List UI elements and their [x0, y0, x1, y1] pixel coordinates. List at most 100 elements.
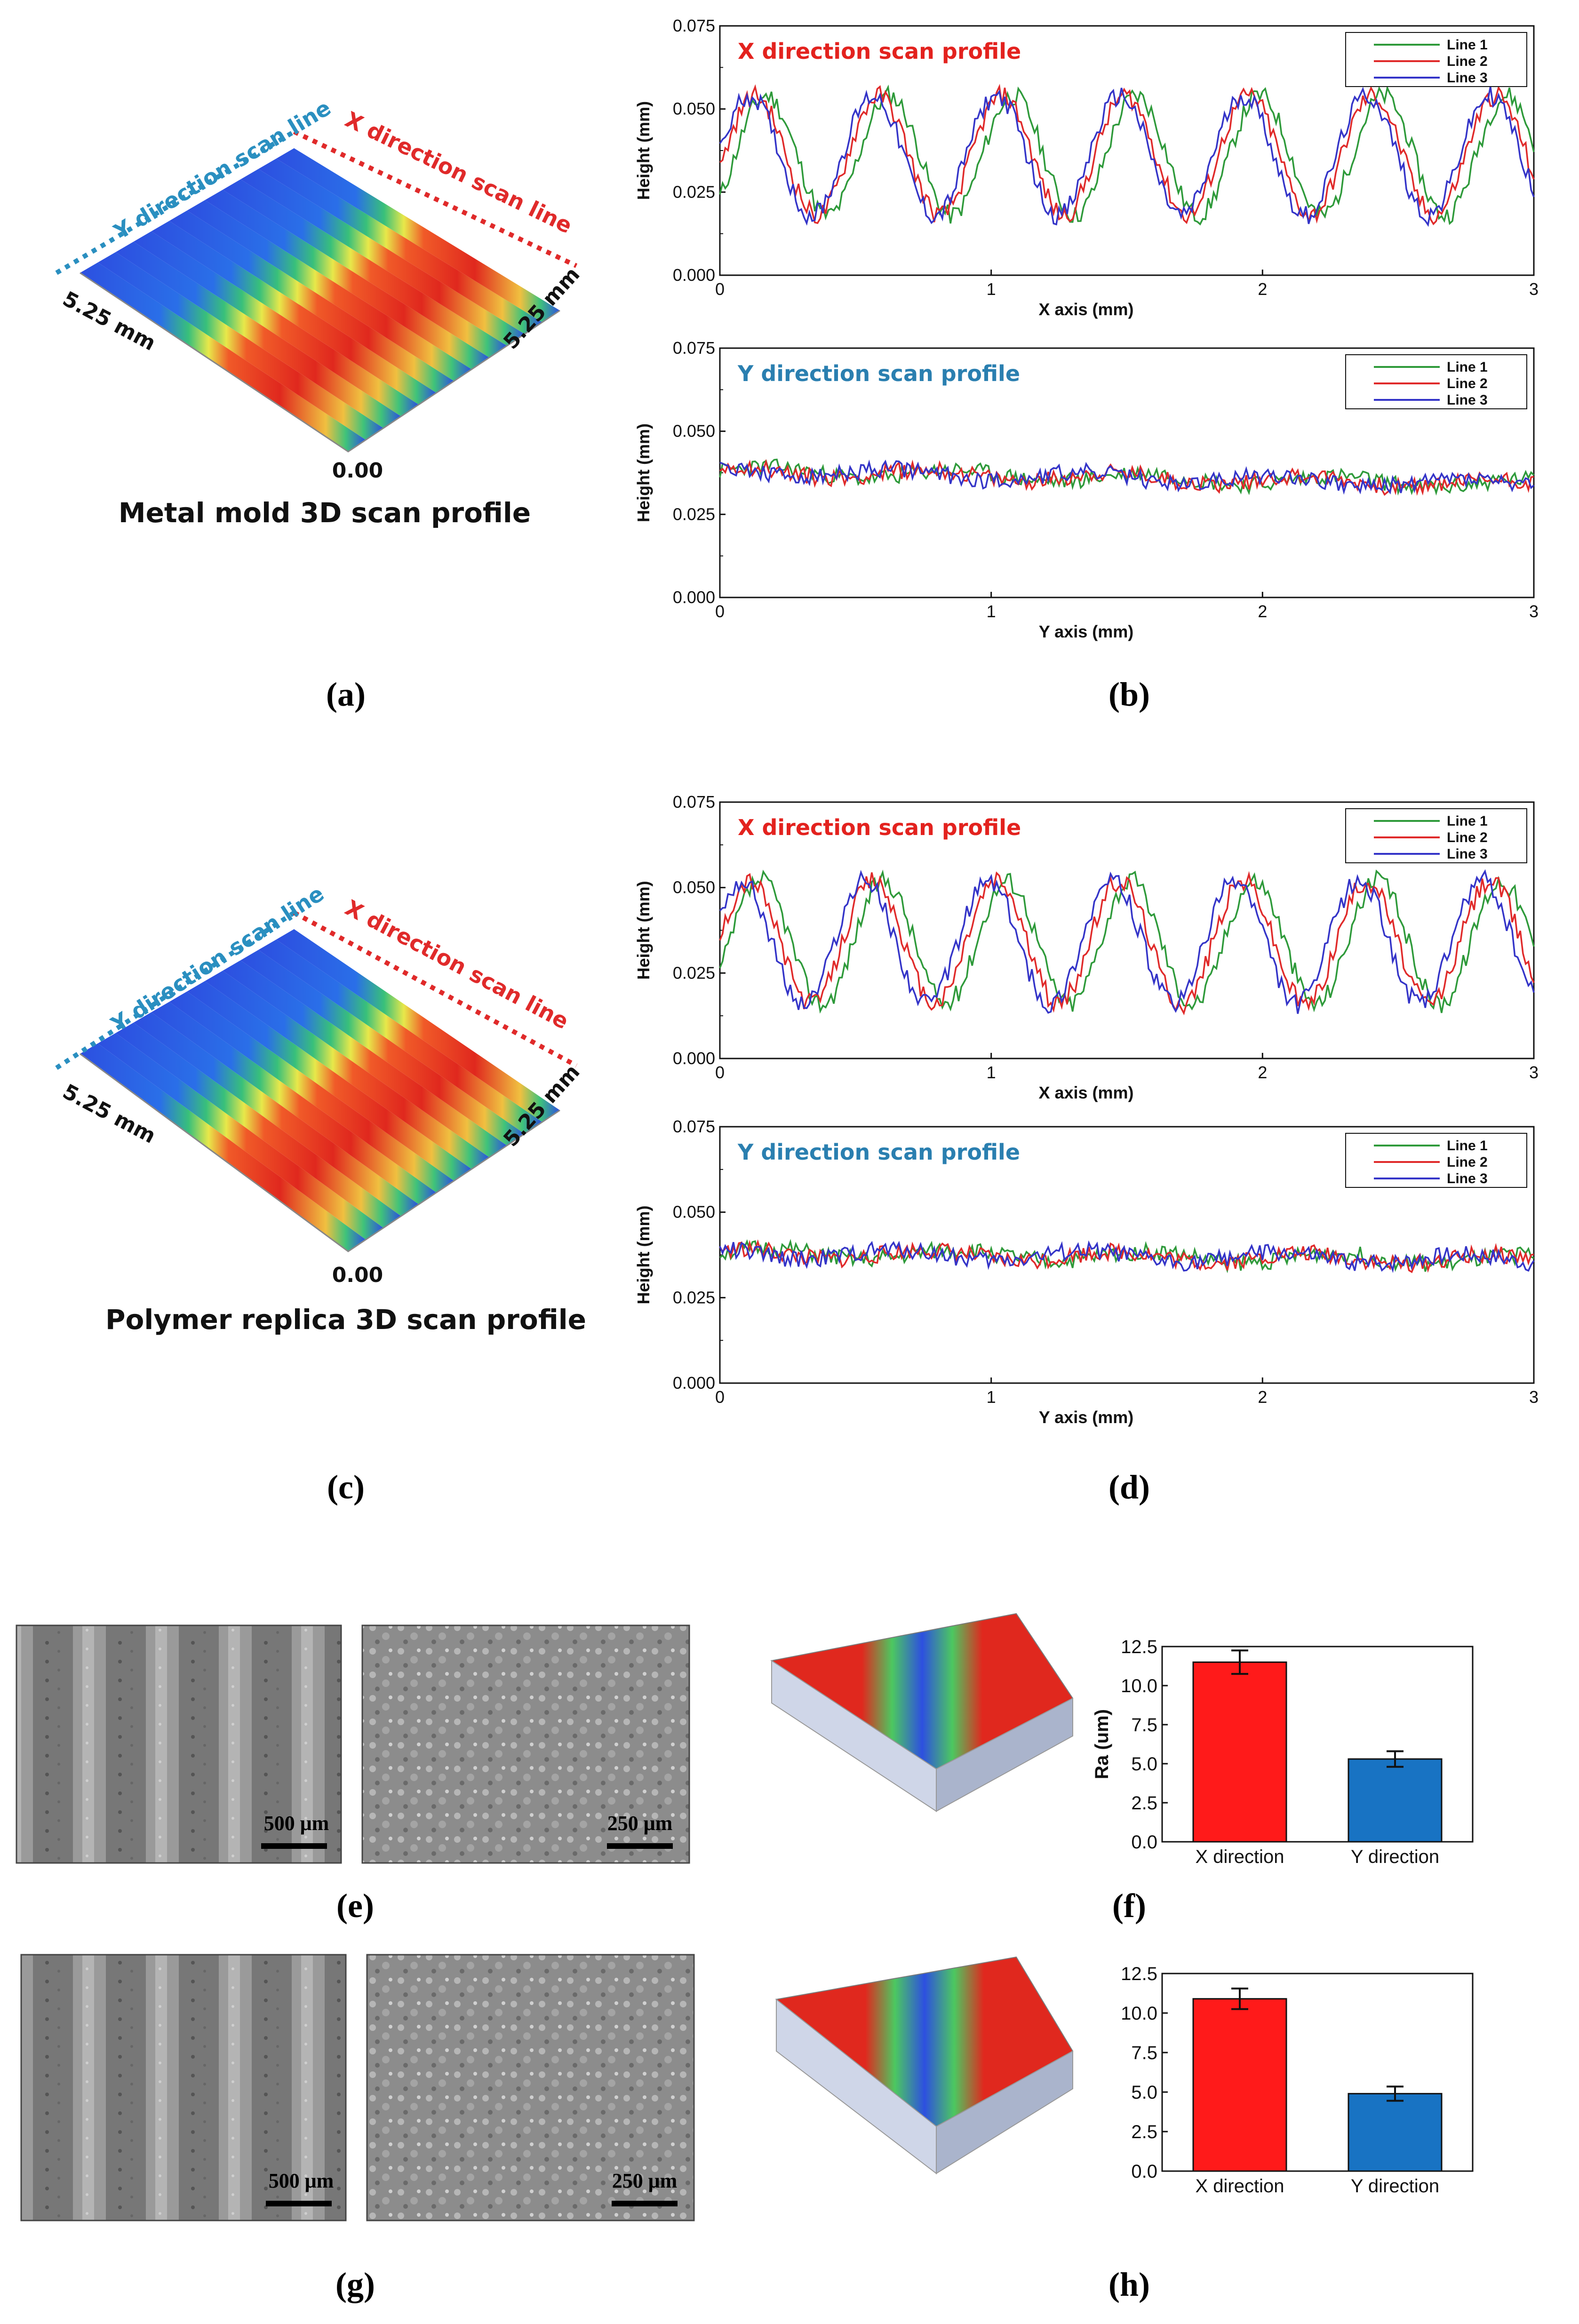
- scale-bar: [261, 1843, 327, 1849]
- y-axis-title: Height (mm): [634, 423, 653, 522]
- x-tick-label: 2: [1258, 602, 1267, 621]
- scale-bar-label: 250 μm: [607, 1812, 673, 1835]
- y-tick-label: 0.000: [673, 265, 715, 285]
- ridge-stripe: [258, 939, 542, 1134]
- chart-title: X direction scan profile: [738, 815, 1021, 840]
- y-axis-title: Height (mm): [634, 881, 653, 980]
- legend-label: Line 1: [1447, 1138, 1488, 1154]
- y-tick-label: 2.5: [1131, 1793, 1157, 1814]
- chart-title: X direction scan profile: [738, 39, 1021, 64]
- y-tick-label: 0.050: [673, 878, 715, 897]
- legend-label: Line 3: [1447, 1171, 1488, 1186]
- surface-edge: [80, 1053, 560, 1252]
- x-tick-label: 3: [1529, 279, 1539, 299]
- x-scan-line-marker: [293, 129, 578, 268]
- ridge-stripe: [187, 200, 472, 381]
- label-f: (f): [1112, 1887, 1146, 1925]
- y-tick-label: 5.0: [1131, 2082, 1157, 2103]
- y-tick-label: 5.0: [1131, 1754, 1157, 1775]
- legend-label: Line 3: [1447, 846, 1488, 862]
- chart-y-profile-polymer: 0.000 0.025 0.050 0.075 0 1 2 3 Y axis (mm) Heigh…: [634, 1117, 1539, 1427]
- legend-label: Line 2: [1447, 830, 1488, 845]
- legend-label: Line 2: [1447, 376, 1488, 391]
- y-tick-label: 0.075: [673, 792, 715, 812]
- sem-mold-high-mag: 250 μm: [361, 1624, 690, 1864]
- category-label: Y direction: [1351, 2176, 1439, 2197]
- legend-label: Line 2: [1447, 1154, 1488, 1170]
- y-axis-title: Height (mm): [634, 101, 653, 200]
- y-tick-label: 0.075: [673, 1117, 715, 1136]
- chart-y-profile-metal: 0.000 0.025 0.050 0.075 0 1 2 3 Y axis (mm) Heigh…: [634, 338, 1539, 641]
- surface-edge: [80, 272, 560, 453]
- x-tick-label: 0: [715, 602, 725, 621]
- x-tick-label: 0: [715, 279, 725, 299]
- afm-3d-replica: [775, 1956, 1074, 2175]
- ridge-stripe: [80, 262, 366, 452]
- y-tick-label: 0.000: [673, 1049, 715, 1068]
- series-line-3: [719, 459, 1535, 495]
- label-c: (c): [327, 1468, 365, 1506]
- category-label: Y direction: [1351, 1846, 1439, 1867]
- x-tick-label: 3: [1529, 1387, 1539, 1407]
- ridge-stripe: [151, 1002, 437, 1204]
- y-axis-title: Ra (um): [1092, 1709, 1112, 1779]
- chart-x-profile-polymer: 0.000 0.025 0.050 0.075 0 1 2 3 X axis (mm) Heigh…: [634, 792, 1539, 1102]
- caption-polymer: Polymer replica 3D scan profile: [105, 1304, 586, 1336]
- y-tick-label: 10.0: [1121, 2003, 1157, 2024]
- ridge-stripe: [205, 971, 490, 1169]
- surface-metal-ridges: [80, 148, 560, 453]
- y-tick-label: 0.0: [1131, 2161, 1157, 2182]
- x-axis-title: X axis (mm): [1038, 300, 1133, 319]
- ridge-stripe: [151, 221, 437, 405]
- x-tick-label: 0: [715, 1063, 725, 1082]
- bar-x-direction: [1192, 1998, 1287, 2172]
- y-tick-label: 0.050: [673, 1202, 715, 1222]
- series-line-2: [719, 84, 1535, 225]
- y-tick-label: 0.025: [673, 963, 715, 982]
- y-tick-label: 12.5: [1121, 1637, 1157, 1657]
- scale-bar: [612, 2201, 678, 2206]
- surface-3d-metal: Y direction scan line X direction scan l…: [55, 95, 584, 529]
- ridge-stripe: [169, 991, 454, 1193]
- legend-label: Line 1: [1447, 37, 1488, 53]
- series-line-1: [719, 84, 1535, 226]
- bar-x-direction: [1192, 1661, 1287, 1843]
- legend-label: Line 1: [1447, 813, 1488, 829]
- legend-label: Line 2: [1447, 54, 1488, 69]
- scale-bar-label: 250 μm: [612, 2169, 678, 2192]
- y-tick-label: 0.050: [673, 422, 715, 441]
- chart-ra-mold: 0.0 2.5 5.0 7.5 10.0 12.5 Ra (um) X direction Y …: [1092, 1637, 1474, 1867]
- x-tick-label: 3: [1529, 602, 1539, 621]
- y-tick-label: 2.5: [1131, 2122, 1157, 2142]
- label-e: (e): [336, 1887, 374, 1925]
- y-scan-line-marker: [55, 129, 295, 275]
- ridge-stripe: [258, 159, 542, 334]
- sem-replica-low-mag: 500 μm: [20, 1954, 347, 2221]
- y-axis-title: Height (mm): [634, 1206, 653, 1305]
- ridge-stripe: [115, 241, 401, 428]
- label-d: (d): [1108, 1468, 1150, 1506]
- label-h: (h): [1108, 2266, 1150, 2303]
- series-line-1: [719, 869, 1535, 1014]
- surface-3d-polymer: Y direction scan line X direction scan l…: [55, 881, 586, 1336]
- afm-3d-mold: [770, 1613, 1074, 1812]
- y-tick-label: 0.025: [673, 1288, 715, 1307]
- ridge-stripe: [97, 252, 383, 440]
- chart-x-profile-metal: 0.000 0.025 0.050 0.075 0 1 2 3 X axis (mm) Heigh…: [634, 16, 1539, 319]
- scale-bar-label: 500 μm: [264, 1812, 329, 1835]
- ridge-stripe: [187, 981, 472, 1181]
- x-tick-label: 2: [1258, 279, 1267, 299]
- y-tick-label: 0.000: [673, 1373, 715, 1393]
- series-line-3: [719, 869, 1535, 1014]
- ridge-stripe: [169, 210, 454, 393]
- x-tick-label: 1: [987, 1063, 996, 1082]
- y-tick-label: 0.050: [673, 99, 715, 119]
- label-b: (b): [1108, 676, 1150, 713]
- category-label: X direction: [1196, 2176, 1284, 2197]
- y-tick-label: 0.075: [673, 16, 715, 35]
- category-label: X direction: [1196, 1846, 1284, 1867]
- y-tick-label: 0.0: [1131, 1832, 1157, 1853]
- legend-label: Line 1: [1447, 359, 1488, 375]
- ridge-stripe: [276, 148, 560, 322]
